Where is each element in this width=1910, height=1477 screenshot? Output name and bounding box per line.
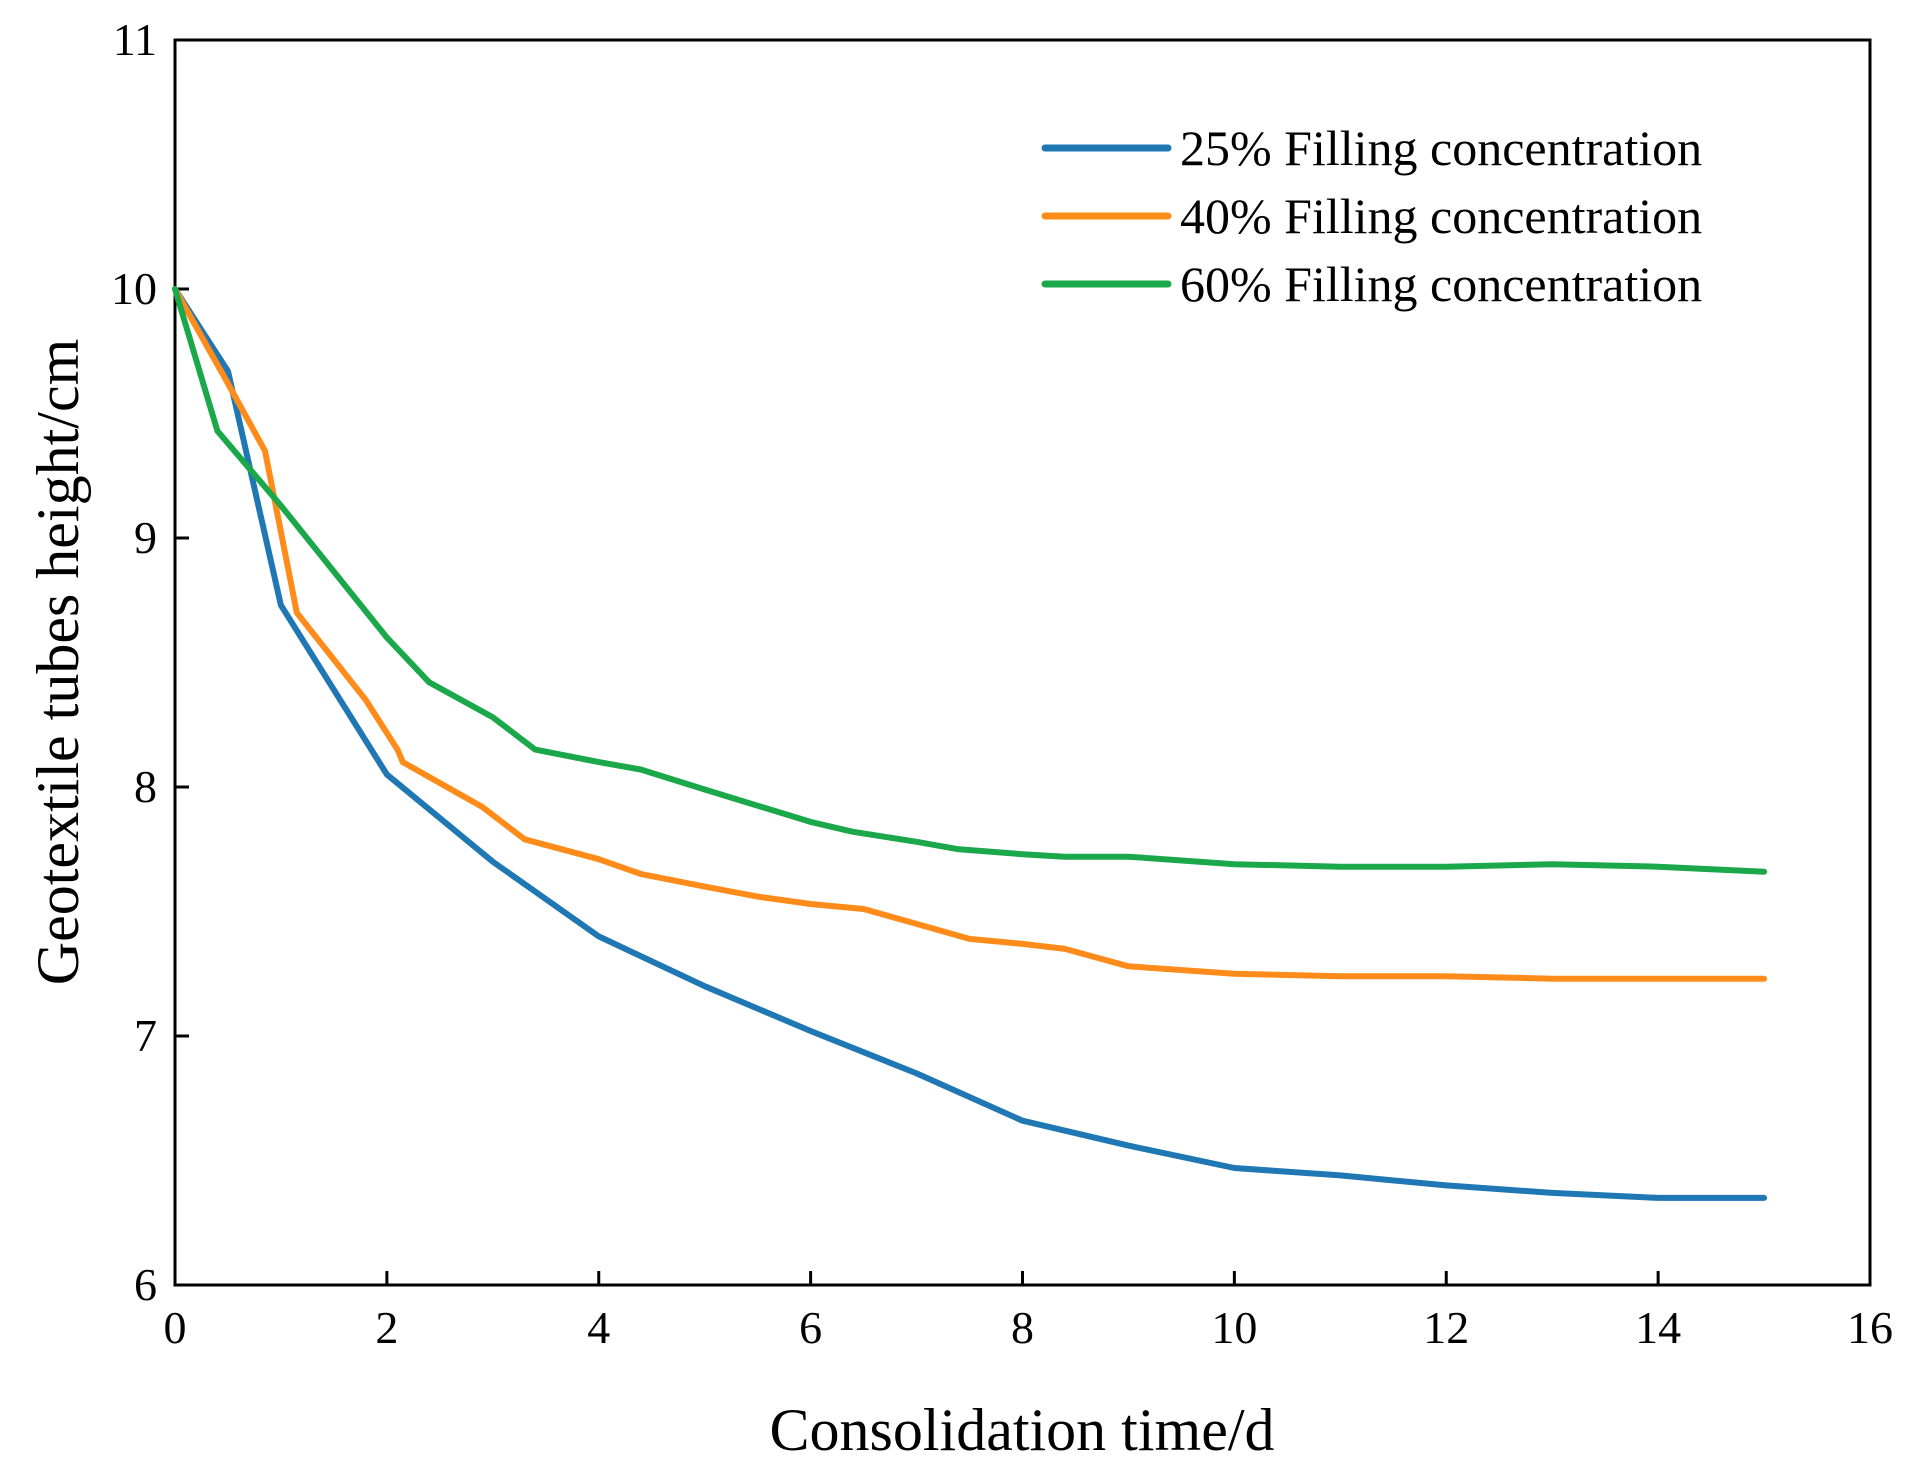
legend-label-1: 25% Filling concentration — [1180, 120, 1702, 176]
y-axis-ticks: 6 7 8 9 10 11 — [111, 14, 189, 1310]
x-tick-label: 10 — [1211, 1302, 1257, 1353]
x-tick-label: 8 — [1011, 1302, 1034, 1353]
y-tick-label: 8 — [134, 761, 157, 812]
series-line-3 — [172, 286, 1768, 875]
x-axis-title: Consolidation time/d — [770, 1397, 1275, 1463]
y-tick-label: 9 — [134, 512, 157, 563]
legend-label-3: 60% Filling concentration — [1180, 256, 1702, 312]
y-axis-title: Geotextile tubes height/cm — [25, 339, 91, 986]
y-tick-label: 10 — [111, 263, 157, 314]
series-lines — [172, 286, 1768, 1201]
series-line-1 — [172, 286, 1768, 1201]
x-tick-label: 6 — [799, 1302, 822, 1353]
x-tick-label: 12 — [1423, 1302, 1469, 1353]
x-tick-label: 16 — [1847, 1302, 1893, 1353]
x-tick-label: 2 — [375, 1302, 398, 1353]
x-tick-label: 4 — [587, 1302, 610, 1353]
series-line-2 — [172, 286, 1768, 982]
y-tick-label: 11 — [113, 14, 157, 65]
x-tick-label: 0 — [164, 1302, 187, 1353]
x-axis-ticks: 0 2 4 6 8 10 12 14 16 — [164, 1271, 1893, 1353]
y-tick-label: 6 — [134, 1259, 157, 1310]
x-tick-label: 14 — [1635, 1302, 1681, 1353]
y-tick-label: 7 — [134, 1010, 157, 1061]
legend-label-2: 40% Filling concentration — [1180, 188, 1702, 244]
legend: 25% Filling concentration 40% Filling con… — [1041, 120, 1702, 312]
